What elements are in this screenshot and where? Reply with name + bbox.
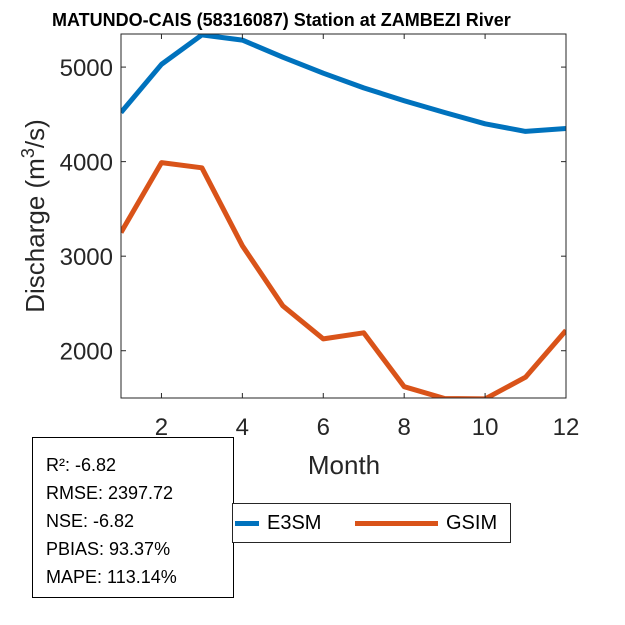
legend-item-e3sm[interactable]: E3SM [235, 504, 321, 542]
y-tick-label: 5000 [60, 55, 113, 82]
stats-pbias: PBIAS: 93.37% [46, 539, 171, 559]
x-tick-label: 4 [236, 414, 249, 441]
x-axis-label: Month [308, 450, 380, 480]
legend-label-e3sm: E3SM [267, 511, 322, 534]
series-line-e3sm [121, 34, 566, 134]
stats-nse: NSE: -6.82 [46, 511, 135, 531]
x-tick-label: 12 [553, 414, 580, 441]
x-tick-label: 8 [398, 414, 411, 441]
stats-r2: R²: -6.82 [46, 455, 117, 475]
legend-swatch-e3sm [235, 520, 259, 526]
stats-rmse: RMSE: 2397.72 [46, 483, 174, 503]
stats-mape: MAPE: 113.14% [46, 567, 177, 587]
x-tick-label: 2 [155, 414, 168, 441]
stats-annotation-box: R²: -6.82 RMSE: 2397.72 NSE: -6.82 PBIAS… [32, 437, 234, 598]
y-axis-label: Discharge (m3/s) [18, 119, 50, 313]
chart-title: MATUNDO-CAIS (58316087) Station at ZAMBE… [52, 10, 511, 30]
y-tick-label: 4000 [60, 150, 113, 177]
y-axis-label-main: Discharge (m [20, 158, 50, 313]
series-line-gsim [121, 160, 566, 398]
y-tick-label: 2000 [60, 339, 113, 366]
x-tick-label: 10 [472, 414, 499, 441]
legend-label-gsim: GSIM [446, 511, 498, 534]
axes-box [120, 33, 567, 399]
legend-item-gsim[interactable]: GSIM [355, 504, 497, 542]
legend-swatch-gsim [355, 520, 438, 526]
y-axis-label-superscript: 3 [18, 148, 38, 158]
y-axis-label-unit: /s) [20, 119, 50, 148]
y-tick-label: 3000 [60, 244, 113, 271]
x-tick-label: 6 [317, 414, 330, 441]
legend: E3SM GSIM [232, 503, 511, 543]
plot-area: 2 4 6 8 10 12 2000 3000 4000 5000 [60, 33, 580, 441]
